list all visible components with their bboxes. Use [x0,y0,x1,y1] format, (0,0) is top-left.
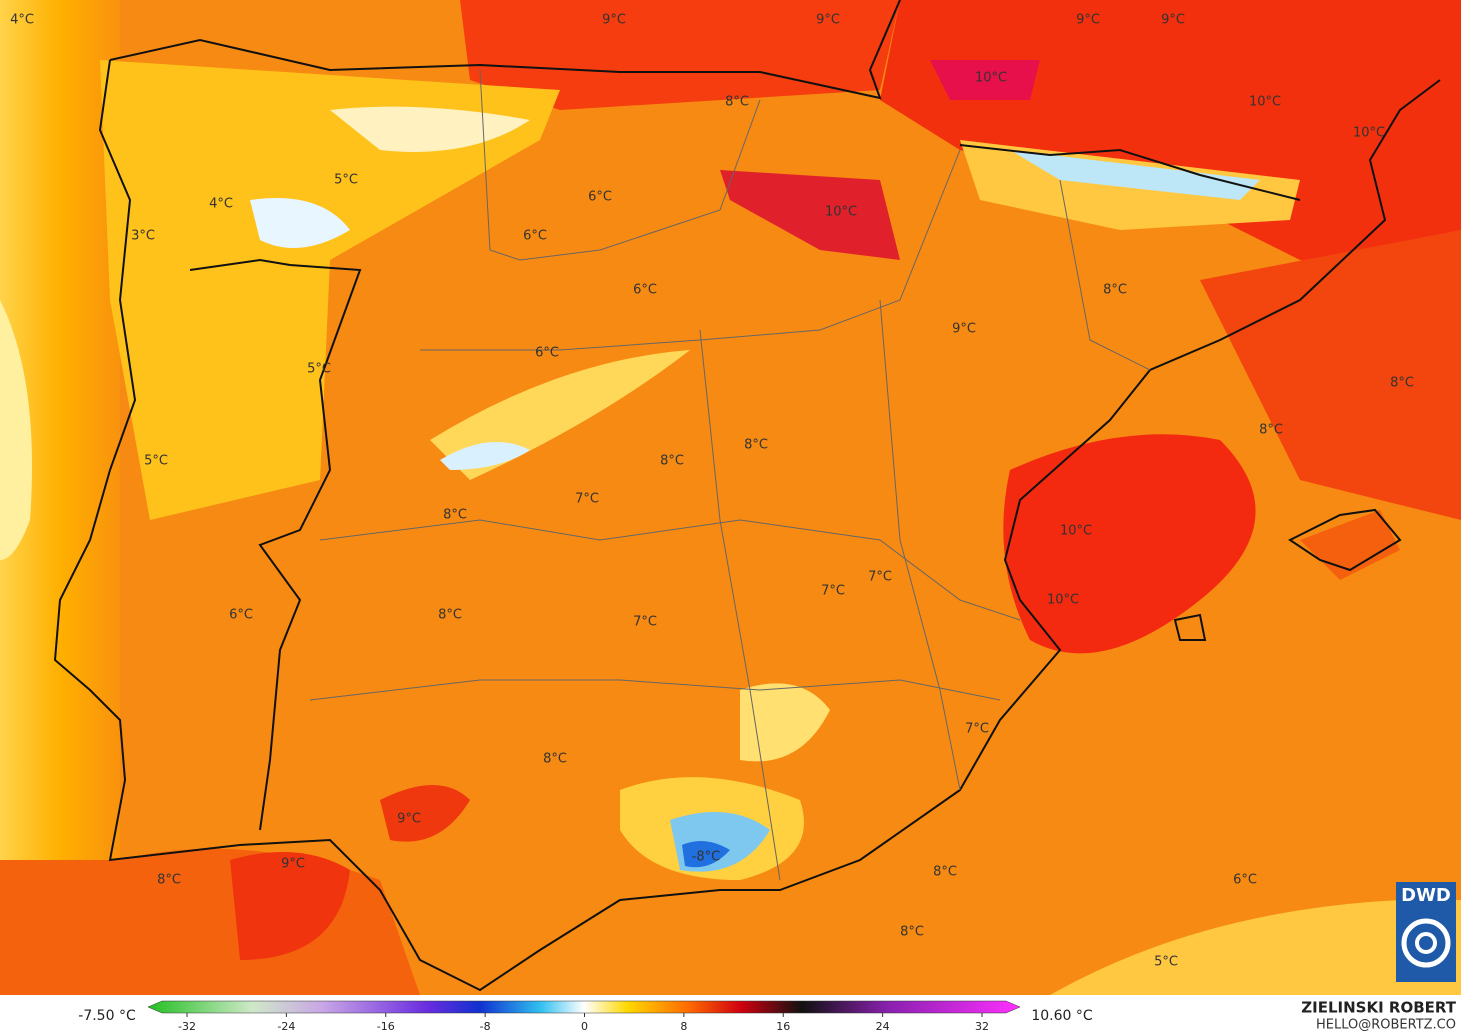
colorbar-tick-label: 24 [876,1020,890,1033]
temperature-label: 6°C [229,608,253,623]
temperature-label: 6°C [535,346,559,361]
temperature-label: 5°C [334,173,358,188]
temperature-label: 8°C [744,438,768,453]
legend-min: -7.50 °C [78,1008,136,1024]
temperature-label: 9°C [1076,13,1100,28]
colorbar-tick-label: -8 [480,1020,491,1033]
temperature-label: 8°C [443,508,467,523]
colorbar-tick-label: -24 [277,1020,295,1033]
temperature-label: 8°C [660,454,684,469]
dwd-logo: DWD [1396,882,1456,982]
colorbar-tick-label: 32 [975,1020,989,1033]
temperature-label: 7°C [868,570,892,585]
temperature-label: 10°C [1047,593,1079,608]
temperature-label: 9°C [952,322,976,337]
temperature-label: 9°C [397,812,421,827]
logo-text: DWD [1401,885,1451,906]
temperature-label: 9°C [281,857,305,872]
temperature-label: 10°C [825,205,857,220]
temperature-label: 8°C [543,752,567,767]
temperature-label: 5°C [1154,955,1178,970]
temperature-label: 7°C [575,492,599,507]
temperature-label: 5°C [144,454,168,469]
temperature-label: 7°C [633,615,657,630]
temperature-label: 7°C [965,722,989,737]
temperature-label: 8°C [1103,283,1127,298]
temperature-label: 8°C [933,865,957,880]
colorbar-tick-label: -16 [377,1020,395,1033]
temperature-label: 4°C [10,13,34,28]
temperature-label: 8°C [157,873,181,888]
colorbar-tick-label: -32 [178,1020,196,1033]
temperature-label: 4°C [209,197,233,212]
contact: HELLO@ROBERTZ.CO [1316,1018,1456,1033]
legend-max: 10.60 °C [1031,1008,1093,1024]
temperature-label: 3°C [131,229,155,244]
temperature-label: 8°C [1259,423,1283,438]
temperature-label: 7°C [821,584,845,599]
temperature-label: 6°C [588,190,612,205]
colorbar [147,1000,1021,1014]
colorbar-tick-label: 0 [581,1020,588,1033]
temperature-label: 10°C [1249,95,1281,110]
temperature-label: 6°C [1233,873,1257,888]
region-borders [309,69,1151,881]
map-background [0,0,1461,995]
temperature-label: 8°C [725,95,749,110]
colorbar-tick-label: 8 [680,1020,687,1033]
temperature-label: 10°C [1353,126,1385,141]
author: ZIELINSKI ROBERT [1301,999,1456,1017]
temperature-label: 8°C [900,925,924,940]
temperature-label: -8°C [692,850,721,865]
temperature-label: 9°C [602,13,626,28]
temperature-label: 10°C [975,71,1007,86]
temperature-label: 8°C [438,608,462,623]
temperature-label: 6°C [523,229,547,244]
temperature-label: 8°C [1390,376,1414,391]
temperature-label: 9°C [1161,13,1185,28]
colorbar-tick-label: 16 [776,1020,790,1033]
temperature-label: 6°C [633,283,657,298]
temperature-label: 10°C [1060,524,1092,539]
temperature-label: 9°C [816,13,840,28]
temperature-label: 5°C [307,362,331,377]
